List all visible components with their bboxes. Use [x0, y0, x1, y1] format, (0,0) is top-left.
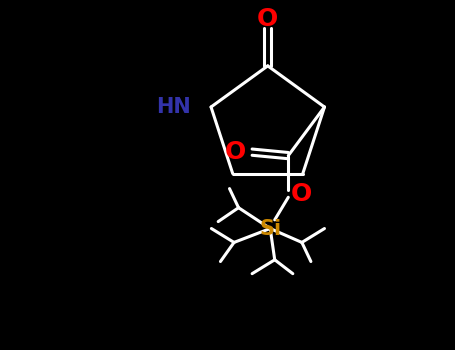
Text: O: O — [257, 7, 278, 31]
Text: O: O — [224, 140, 246, 164]
Text: O: O — [291, 182, 313, 206]
Text: HN: HN — [156, 97, 191, 117]
Text: Si: Si — [259, 218, 281, 239]
